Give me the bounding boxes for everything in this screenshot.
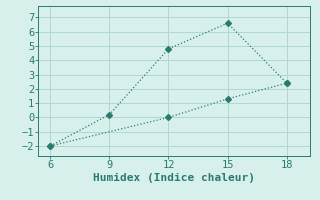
X-axis label: Humidex (Indice chaleur): Humidex (Indice chaleur) xyxy=(93,173,255,183)
